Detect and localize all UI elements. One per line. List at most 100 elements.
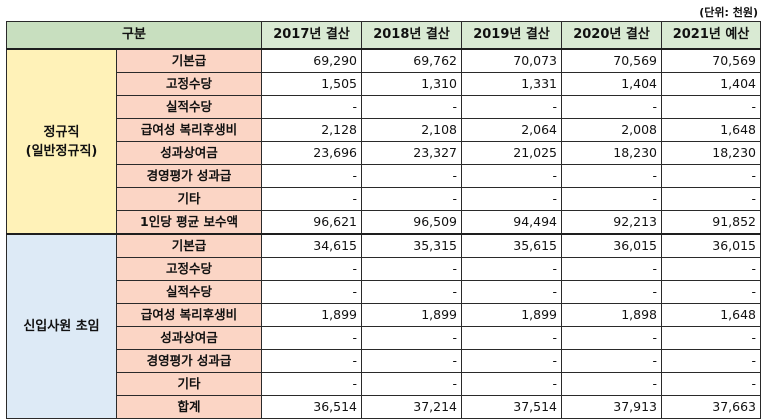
table-cell: - bbox=[261, 280, 363, 304]
row-label: 고정수당 bbox=[115, 257, 263, 281]
row-label: 고정수당 bbox=[115, 72, 263, 96]
row-label: 기본급 bbox=[115, 48, 263, 73]
table-row: 기타 - - - - - bbox=[7, 372, 762, 396]
table-cell: 1,404 bbox=[661, 72, 762, 96]
table-cell: - bbox=[561, 349, 663, 373]
row-label: 실적수당 bbox=[115, 95, 263, 119]
table-cell: - bbox=[361, 187, 463, 211]
table-cell: 1,648 bbox=[661, 118, 762, 142]
table-cell: - bbox=[361, 326, 463, 350]
table-cell: - bbox=[461, 95, 563, 119]
table-cell: 96,509 bbox=[361, 210, 463, 235]
table-cell: - bbox=[261, 95, 363, 119]
table-cell: - bbox=[361, 95, 463, 119]
table-cell: 37,663 bbox=[661, 395, 762, 419]
row-label: 실적수당 bbox=[115, 280, 263, 304]
table-row: 실적수당 - - - - - bbox=[7, 95, 762, 119]
table-cell: 69,762 bbox=[361, 48, 463, 73]
table-cell: - bbox=[561, 187, 663, 211]
header-row: 구분 2017년 결산 2018년 결산 2019년 결산 2020년 결산 2… bbox=[5, 21, 762, 50]
table-cell: - bbox=[361, 372, 463, 396]
table-cell: - bbox=[561, 326, 663, 350]
header-year: 2021년 예산 bbox=[661, 21, 762, 50]
row-label: 급여성 복리후생비 bbox=[115, 118, 263, 142]
table-cell: 91,852 bbox=[661, 210, 762, 235]
table-row: 정규직 (일반정규직) 기본급 69,290 69,762 70,073 70,569 70,… bbox=[6, 48, 762, 235]
table-cell: - bbox=[361, 280, 463, 304]
table-body: 정규직 (일반정규직) 기본급 69,290 69,762 70,073 70,569 70,… bbox=[6, 48, 762, 419]
table-cell: - bbox=[261, 372, 363, 396]
table-cell: 35,615 bbox=[461, 233, 563, 258]
table-row: 급여성 복리후생비 2,128 2,108 2,064 2,008 1,648 bbox=[7, 118, 762, 142]
row-label: 합계 bbox=[115, 395, 263, 419]
table-row: 고정수당 - - - - - bbox=[7, 257, 762, 281]
table-cell: 37,913 bbox=[561, 395, 663, 419]
table-row: 고정수당 1,505 1,310 1,331 1,404 1,404 bbox=[7, 72, 762, 96]
row-label: 성과상여금 bbox=[115, 326, 263, 350]
row-label: 성과상여금 bbox=[115, 141, 263, 165]
table-cell: - bbox=[661, 280, 762, 304]
table-cell: 2,128 bbox=[261, 118, 363, 142]
table-cell: 36,015 bbox=[661, 233, 762, 258]
table-cell: 18,230 bbox=[661, 141, 762, 165]
table-cell: - bbox=[661, 349, 762, 373]
table-cell: - bbox=[461, 349, 563, 373]
table-cell: 96,621 bbox=[261, 210, 363, 235]
table-row: 기타 - - - - - bbox=[7, 187, 762, 211]
table-cell: 1,899 bbox=[261, 303, 363, 327]
table-cell: - bbox=[261, 164, 363, 188]
table-row: 신입사원 초임 기본급 34,615 35,315 35,615 36,015 36,015 bbox=[6, 233, 762, 419]
header-year: 2019년 결산 bbox=[461, 21, 563, 50]
table-row: 1인당 평균 보수액 96,621 96,509 94,494 92,213 91,852 bbox=[7, 210, 762, 235]
table-cell: - bbox=[261, 326, 363, 350]
group-name: 신입사원 초임 bbox=[23, 319, 100, 334]
table-cell: - bbox=[561, 164, 663, 188]
table-cell: 37,514 bbox=[461, 395, 563, 419]
table-cell: - bbox=[261, 257, 363, 281]
table-cell: - bbox=[661, 372, 762, 396]
table-cell: - bbox=[561, 257, 663, 281]
table-cell: - bbox=[461, 257, 563, 281]
table-row: 성과상여금 23,696 23,327 21,025 18,230 18,230 bbox=[7, 141, 762, 165]
row-label: 경영평가 성과급 bbox=[115, 164, 263, 188]
table-cell: - bbox=[461, 326, 563, 350]
table-row: 실적수당 - - - - - bbox=[7, 280, 762, 304]
group-label: 정규직 (일반정규직) bbox=[6, 48, 117, 235]
table-cell: - bbox=[661, 164, 762, 188]
table-cell: 70,073 bbox=[461, 48, 563, 73]
table-cell: 1,899 bbox=[361, 303, 463, 327]
table-cell: 94,494 bbox=[461, 210, 563, 235]
table-cell: 23,696 bbox=[261, 141, 363, 165]
header-category: 구분 bbox=[5, 21, 263, 50]
table-cell: - bbox=[361, 349, 463, 373]
group-name-sub: (일반정규직) bbox=[25, 143, 98, 159]
table-cell: - bbox=[661, 95, 762, 119]
table-cell: 1,404 bbox=[561, 72, 663, 96]
table-cell: 1,899 bbox=[461, 303, 563, 327]
table-cell: - bbox=[661, 326, 762, 350]
table-cell: 18,230 bbox=[561, 141, 663, 165]
table-cell: 23,327 bbox=[361, 141, 463, 165]
table-cell: 34,615 bbox=[261, 233, 363, 258]
table-cell: 1,648 bbox=[661, 303, 762, 327]
table-row: 합계 36,514 37,214 37,514 37,913 37,663 bbox=[7, 395, 762, 419]
table-cell: 37,214 bbox=[361, 395, 463, 419]
table-cell: 92,213 bbox=[561, 210, 663, 235]
table-cell: 21,025 bbox=[461, 141, 563, 165]
row-label: 경영평가 성과급 bbox=[115, 349, 263, 373]
header-year: 2018년 결산 bbox=[361, 21, 463, 50]
table-cell: 2,064 bbox=[461, 118, 563, 142]
table-cell: 1,505 bbox=[261, 72, 363, 96]
table-cell: 69,290 bbox=[261, 48, 363, 73]
table-cell: - bbox=[361, 257, 463, 281]
table-row: 경영평가 성과급 - - - - - bbox=[7, 349, 762, 373]
table-cell: - bbox=[361, 164, 463, 188]
table-cell: - bbox=[561, 95, 663, 119]
row-label: 기타 bbox=[115, 187, 263, 211]
table-cell: 1,898 bbox=[561, 303, 663, 327]
table-cell: - bbox=[461, 187, 563, 211]
table-cell: 2,108 bbox=[361, 118, 463, 142]
table-cell: 70,569 bbox=[561, 48, 663, 73]
group-name: 정규직 bbox=[43, 124, 80, 140]
group-label: 신입사원 초임 bbox=[6, 233, 117, 419]
